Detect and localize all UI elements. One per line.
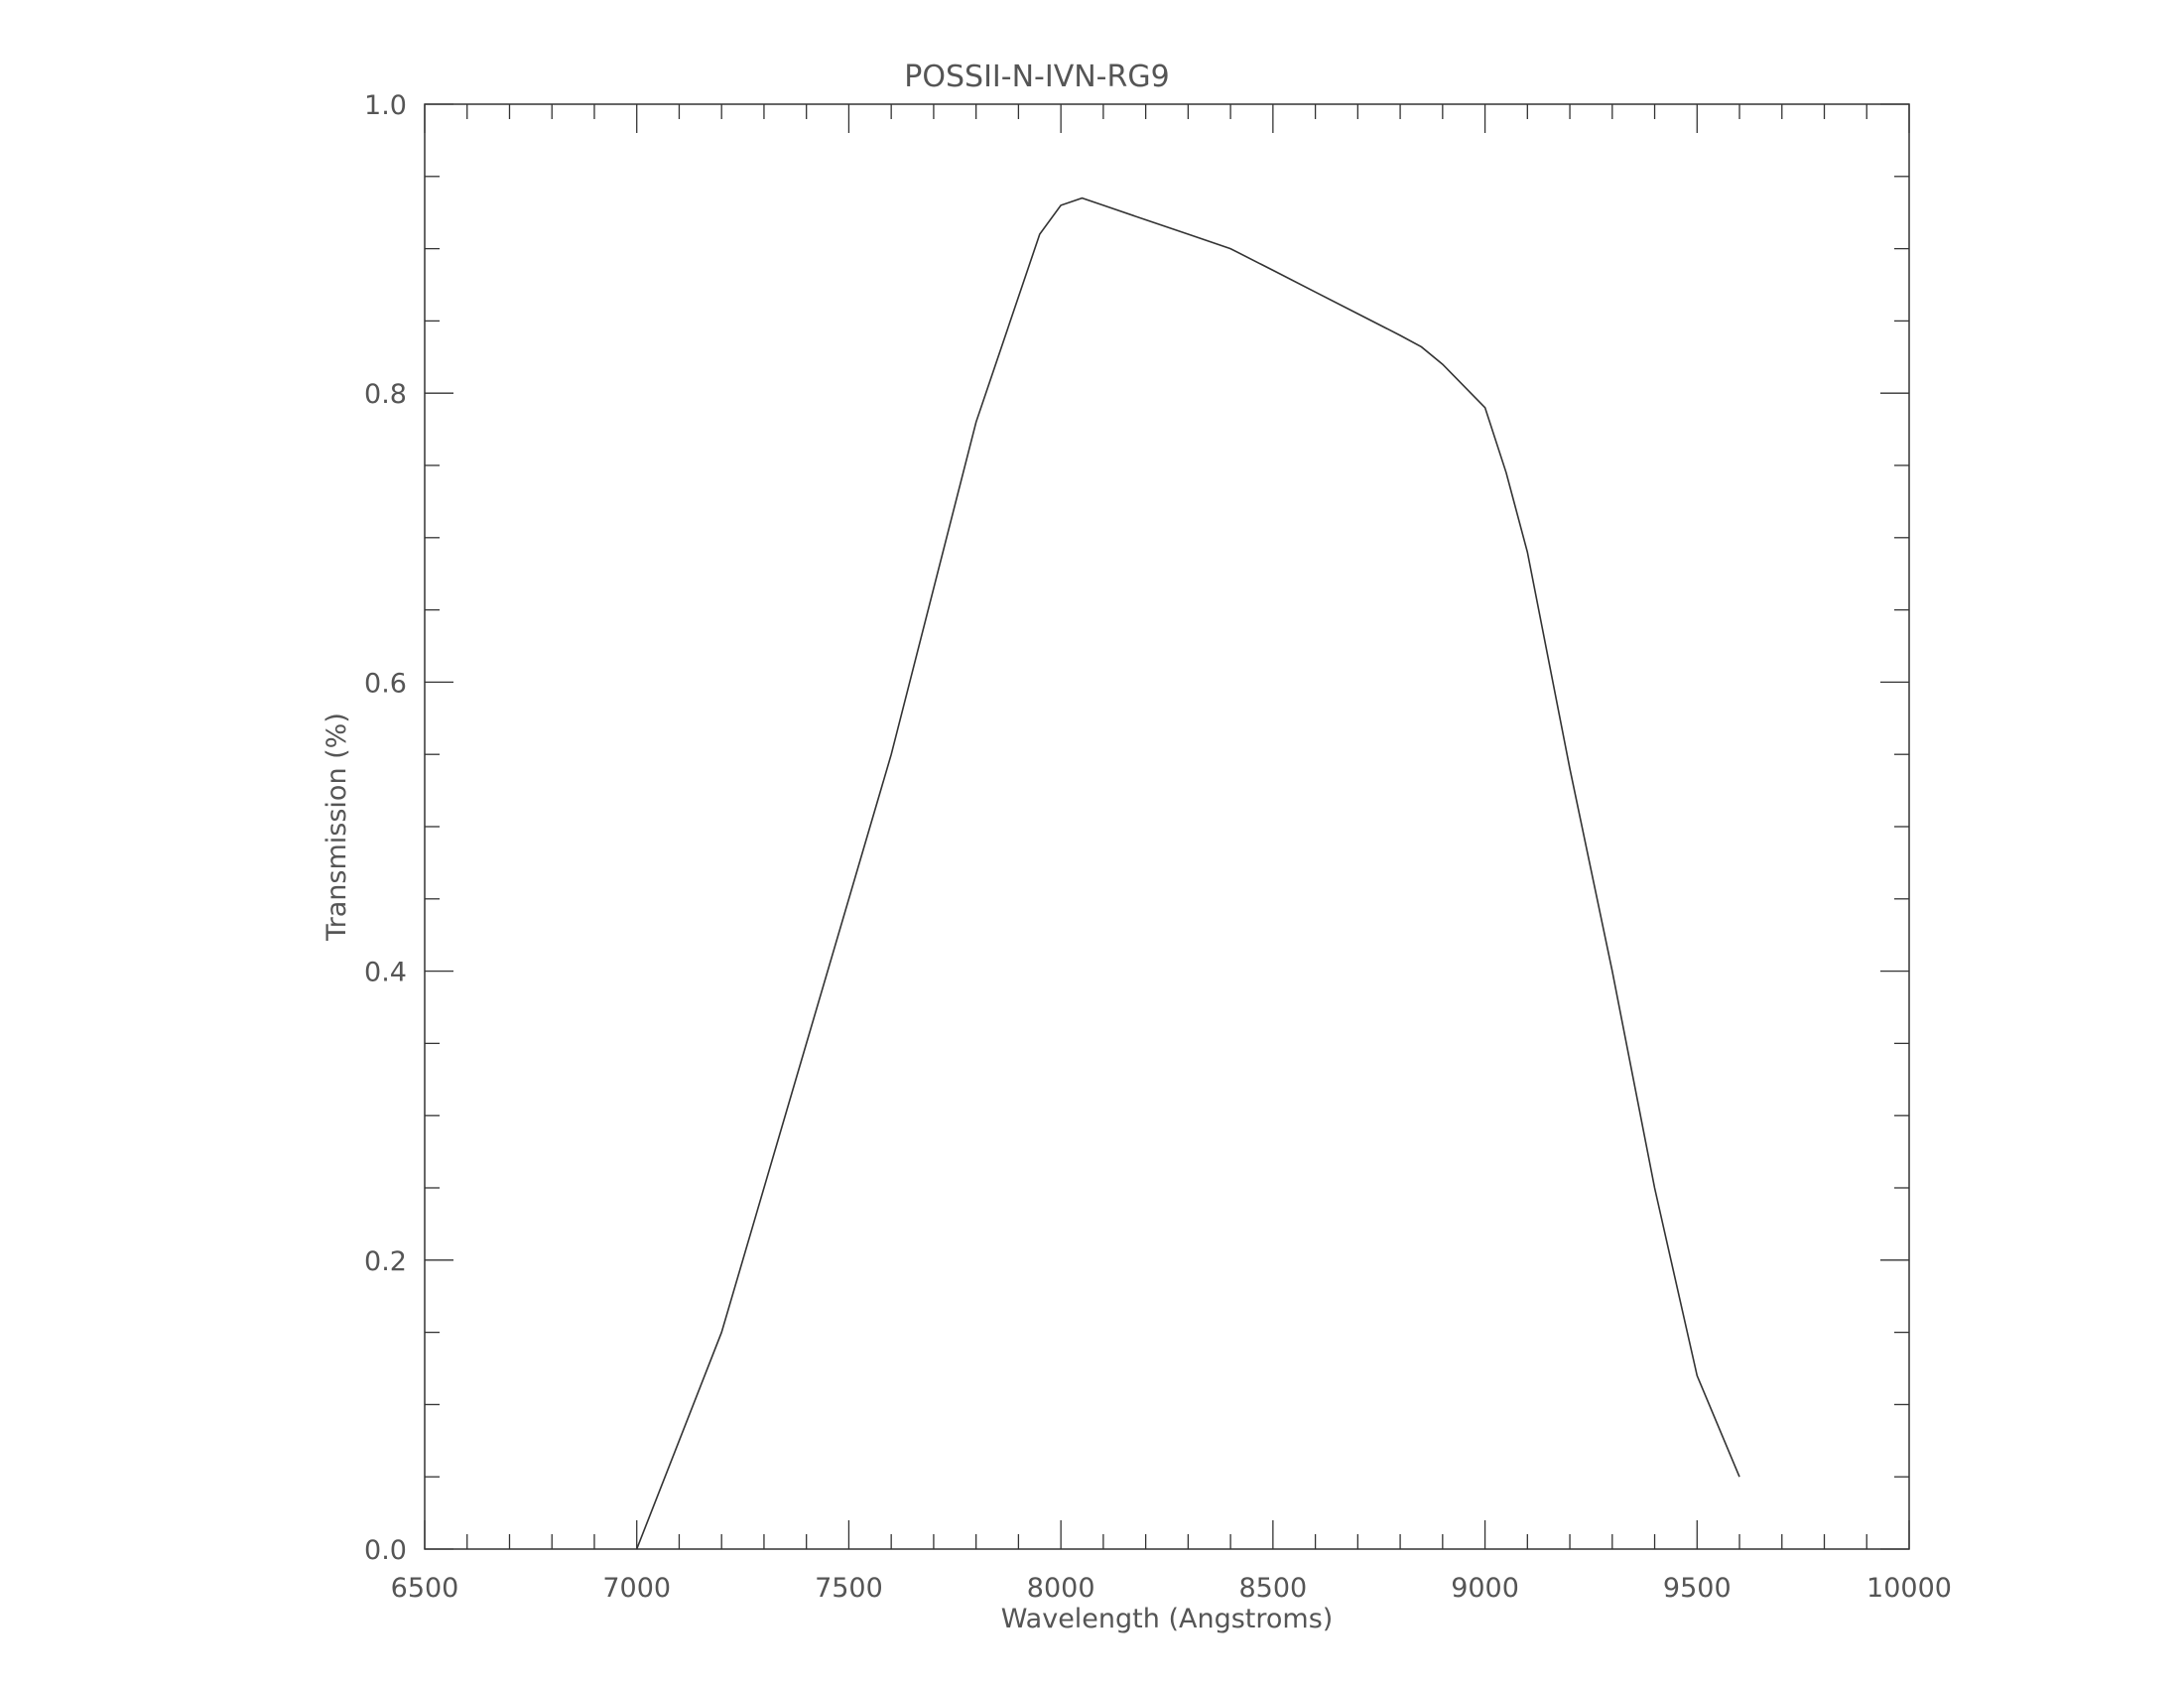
x-tick-labels: 6500 7000 7500 8000 8500 9000 9500 10000 — [391, 1573, 1952, 1604]
transmission-curve — [635, 196, 1740, 1550]
plot-frame — [424, 103, 1910, 1550]
x-tick-label: 8500 — [1238, 1573, 1307, 1604]
x-tick-label: 9000 — [1451, 1573, 1519, 1604]
y-tick-label: 0.2 — [364, 1246, 407, 1277]
chart-title: POSSII-N-IVN-RG9 — [904, 60, 1169, 94]
y-axis-title: Transmission (%) — [321, 713, 352, 942]
x-tick-label: 9500 — [1663, 1573, 1732, 1604]
y-tick-label: 0.6 — [364, 668, 407, 699]
minor-ticks — [425, 104, 1909, 1549]
y-tick-labels: 0.0 0.2 0.4 0.6 0.8 1.0 — [364, 90, 407, 1566]
y-tick-label: 1.0 — [364, 90, 407, 121]
y-tick-label: 0.8 — [364, 379, 407, 410]
y-tick-label: 0.0 — [364, 1535, 407, 1566]
x-tick-label: 10000 — [1866, 1573, 1952, 1604]
x-tick-label: 6500 — [391, 1573, 459, 1604]
x-axis-title: Wavelength (Angstroms) — [1001, 1604, 1334, 1634]
x-tick-label: 7000 — [602, 1573, 671, 1604]
x-tick-label: 7500 — [815, 1573, 883, 1604]
y-tick-label: 0.4 — [364, 958, 407, 988]
x-tick-label: 8000 — [1027, 1573, 1095, 1604]
